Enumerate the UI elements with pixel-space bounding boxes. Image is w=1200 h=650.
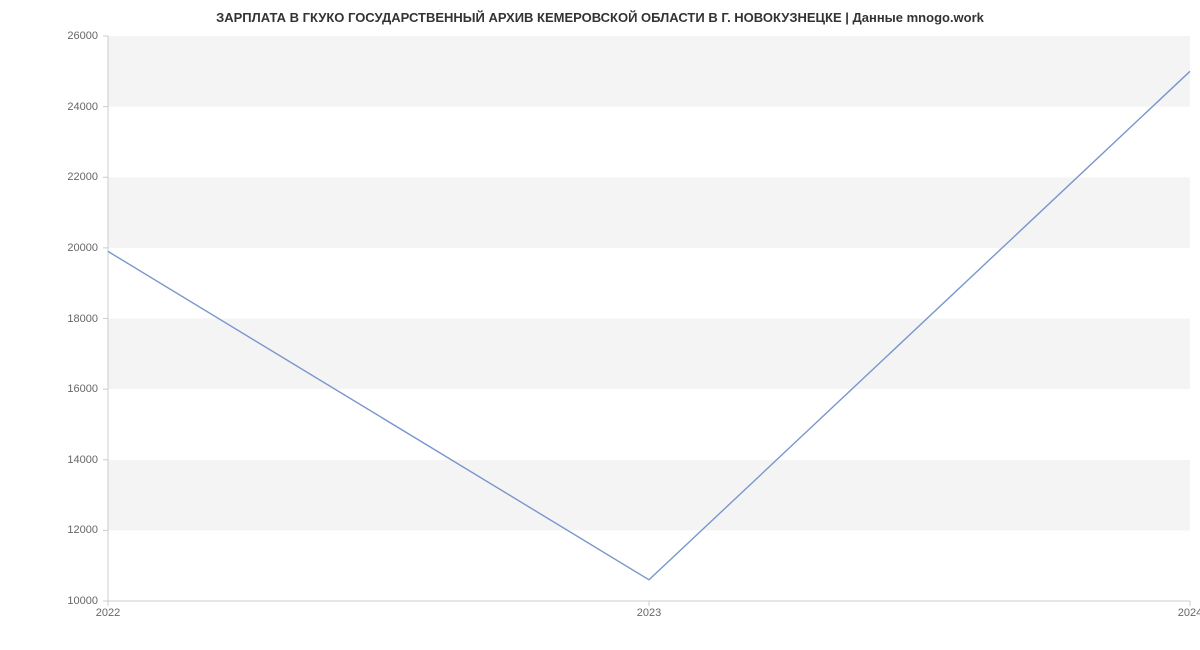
y-tick-label: 22000 — [0, 171, 98, 183]
y-tick-label: 24000 — [0, 101, 98, 113]
salary-chart: ЗАРПЛАТА В ГКУКО ГОСУДАРСТВЕННЫЙ АРХИВ К… — [0, 0, 1200, 650]
x-tick-label: 2024 — [1178, 607, 1200, 619]
plot-area — [108, 36, 1190, 601]
chart-title: ЗАРПЛАТА В ГКУКО ГОСУДАРСТВЕННЫЙ АРХИВ К… — [0, 10, 1200, 25]
y-tick-label: 26000 — [0, 30, 98, 42]
y-axis-labels: 1000012000140001600018000200002200024000… — [0, 36, 108, 601]
y-tick-label: 18000 — [0, 313, 98, 325]
x-axis-labels: 202220232024 — [108, 601, 1190, 631]
y-tick-label: 12000 — [0, 524, 98, 536]
x-tick-label: 2022 — [96, 607, 120, 619]
y-tick-label: 16000 — [0, 383, 98, 395]
y-tick-label: 14000 — [0, 454, 98, 466]
x-tick-label: 2023 — [637, 607, 661, 619]
y-tick-label: 10000 — [0, 595, 98, 607]
y-tick-label: 20000 — [0, 242, 98, 254]
